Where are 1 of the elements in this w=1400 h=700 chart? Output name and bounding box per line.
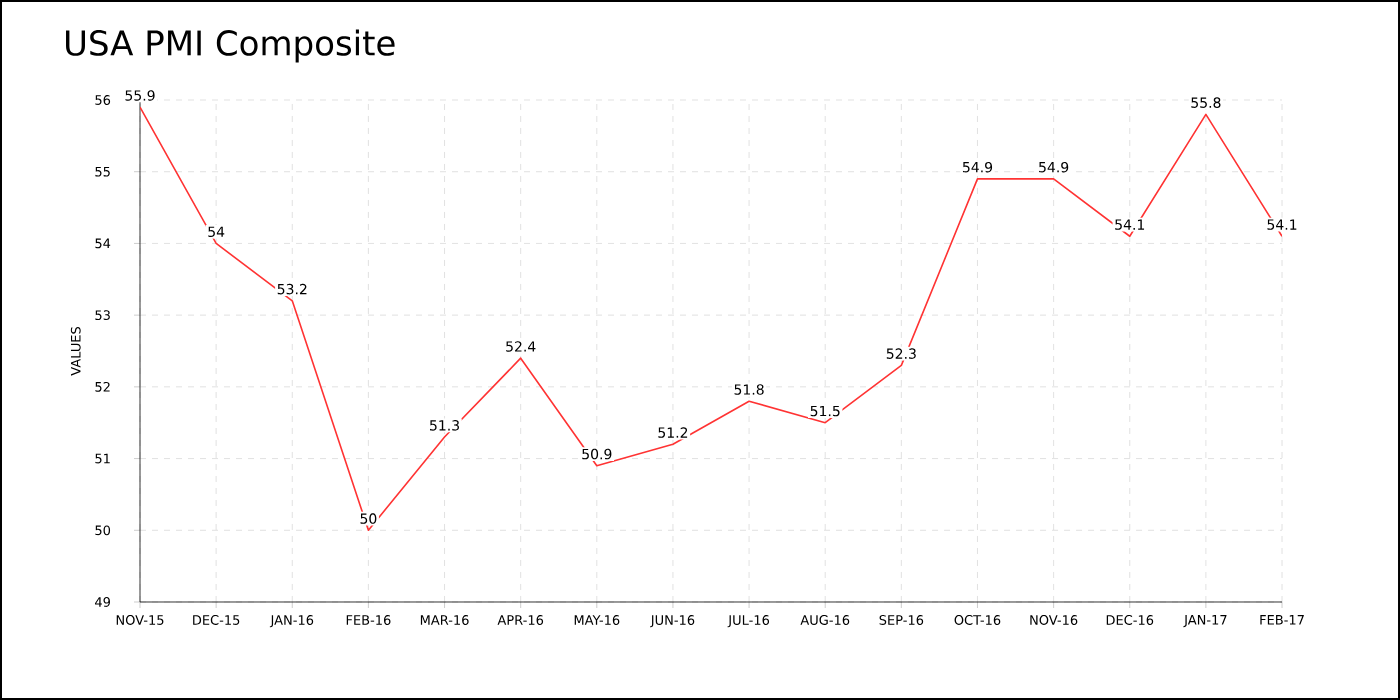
chart-title: USA PMI Composite (66, 29, 395, 63)
